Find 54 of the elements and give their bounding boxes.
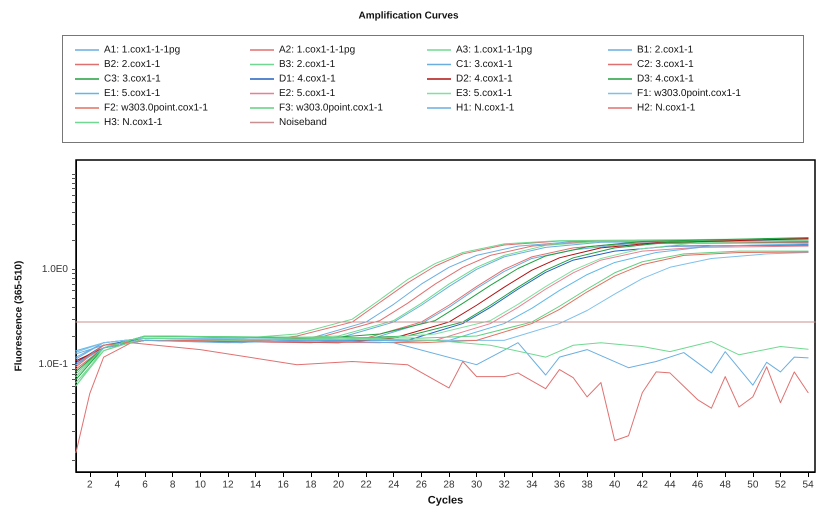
x-tick-label: 30 (471, 480, 483, 490)
x-tick-label: 16 (278, 480, 290, 490)
x-tick-label: 8 (170, 480, 176, 490)
legend-label: A3: 1.cox1-1-1pg (456, 44, 532, 56)
legend-label: Noiseband (279, 117, 327, 128)
legend-label: B3: 2.cox1-1 (279, 59, 336, 70)
x-tick-label: 2 (87, 480, 94, 490)
x-tick-label: 22 (360, 480, 372, 490)
x-tick-label: 40 (609, 480, 621, 490)
x-tick-label: 10 (194, 480, 206, 490)
legend-label: H2: N.cox1-1 (637, 102, 696, 114)
legend-label: F1: w303.0point.cox1-1 (637, 88, 742, 99)
x-tick-label: 42 (636, 480, 648, 490)
x-tick-label: 38 (582, 480, 594, 490)
legend-label: D2: 4.cox1-1 (456, 74, 514, 84)
legend-label: E1: 5.cox1-1 (104, 88, 161, 99)
y-tick-label: 1.0E-1 (38, 359, 68, 370)
x-tick-label: 48 (720, 480, 732, 490)
x-tick-label: 20 (332, 480, 344, 490)
x-tick-label: 26 (416, 480, 428, 490)
x-tick-label: 6 (142, 480, 148, 490)
legend-label: B2: 2.cox1-1 (104, 59, 161, 70)
legend-label: C2: 3.cox1-1 (637, 59, 694, 70)
legend-label: A2: 1.cox1-1-1pg (279, 44, 356, 56)
legend-label: B1: 2.cox1-1 (637, 44, 694, 56)
legend-label: C3: 3.cox1-1 (104, 74, 162, 84)
legend-label: H3: N.cox1-1 (104, 117, 163, 128)
x-tick-label: 24 (388, 480, 400, 490)
x-tick-label: 18 (305, 480, 317, 490)
x-tick-label: 12 (222, 480, 234, 490)
y-tick-label: 1.0E0 (42, 264, 68, 275)
x-tick-label: 36 (554, 480, 566, 490)
chart-title: Amplification Curves (358, 10, 459, 22)
x-tick-label: 14 (250, 480, 262, 490)
legend-label: E2: 5.cox1-1 (279, 88, 336, 99)
y-axis-title: Fluorescence (365-510) (14, 260, 24, 372)
x-tick-label: 44 (664, 480, 676, 490)
legend-label: A1: 1.cox1-1-1pg (104, 44, 180, 56)
x-axis-title: Cycles (428, 494, 464, 506)
legend-label: E3: 5.cox1-1 (456, 88, 513, 99)
x-tick-label: 52 (774, 480, 786, 490)
x-tick-label: 34 (526, 480, 538, 490)
legend-label: H1: N.cox1-1 (456, 102, 515, 114)
legend-label: F3: w303.0point.cox1-1 (279, 102, 384, 114)
legend-label: D1: 4.cox1-1 (279, 74, 336, 84)
x-tick-label: 32 (498, 480, 510, 490)
x-tick-label: 54 (802, 480, 814, 490)
x-tick-label: 50 (747, 480, 759, 490)
legend-label: F2: w303.0point.cox1-1 (104, 102, 208, 114)
x-tick-label: 28 (443, 480, 455, 490)
legend-label: D3: 4.cox1-1 (637, 74, 694, 84)
legend-label: C1: 3.cox1-1 (456, 59, 514, 70)
x-tick-label: 4 (114, 480, 121, 490)
x-tick-label: 46 (692, 480, 704, 490)
